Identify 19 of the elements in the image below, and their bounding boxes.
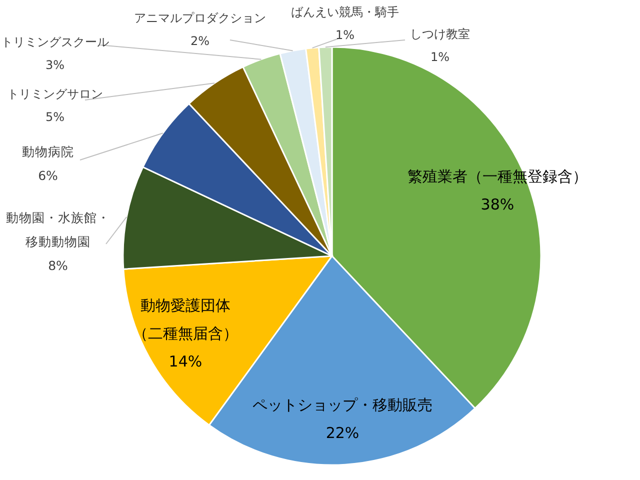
slice-label: トリミングサロン (7, 87, 103, 101)
slice-label: 動物愛護団体（二種無届含） (132, 296, 238, 343)
slice-label: トリミングスクール (1, 35, 109, 49)
slice-label: アニマルプロダクション (134, 11, 266, 25)
data-label: 1% (430, 50, 450, 64)
data-label: 2% (190, 34, 210, 48)
data-label: 14% (168, 352, 202, 371)
slice-label: 動物園・水族館・移動動物園 (6, 210, 110, 249)
slice-label: 動物病院 (22, 144, 74, 159)
data-label: 6% (38, 168, 58, 183)
slice-label: ペットショップ・移動販売 (252, 396, 432, 414)
data-label: 1% (335, 28, 355, 42)
data-label: 22% (326, 424, 360, 442)
data-label: 8% (48, 258, 68, 273)
slice-label: ばんえい競馬・騎手 (291, 5, 399, 19)
slice-label: しつけ教室 (410, 27, 470, 41)
data-label: 3% (45, 58, 65, 72)
data-label: 38% (480, 195, 514, 214)
data-label: 5% (45, 110, 65, 124)
